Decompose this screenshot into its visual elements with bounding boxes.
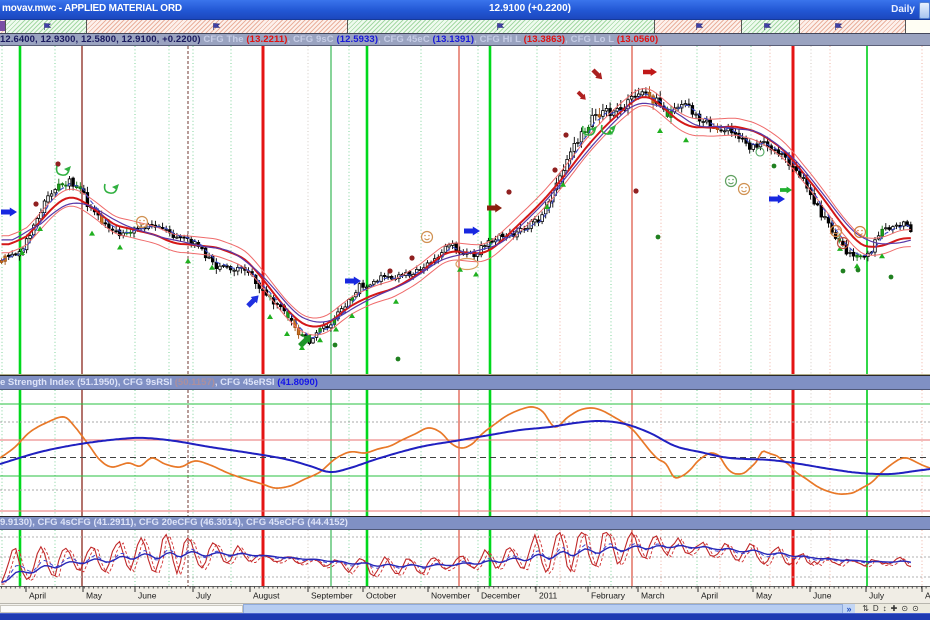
svg-text:December: December <box>481 591 520 601</box>
svg-text:November: November <box>431 591 470 601</box>
svg-text:July: July <box>196 591 212 601</box>
svg-text:July: July <box>869 591 885 601</box>
svg-text:August: August <box>253 591 280 601</box>
svg-text:April: April <box>701 591 718 601</box>
svg-text:2011: 2011 <box>539 591 558 601</box>
svg-text:September: September <box>311 591 353 601</box>
svg-text:May: May <box>756 591 773 601</box>
svg-text:June: June <box>138 591 157 601</box>
svg-text:April: April <box>29 591 46 601</box>
svg-text:March: March <box>641 591 665 601</box>
svg-text:October: October <box>366 591 396 601</box>
svg-text:June: June <box>813 591 832 601</box>
svg-text:Augu: Augu <box>925 591 930 601</box>
svg-text:May: May <box>86 591 103 601</box>
svg-text:February: February <box>591 591 626 601</box>
